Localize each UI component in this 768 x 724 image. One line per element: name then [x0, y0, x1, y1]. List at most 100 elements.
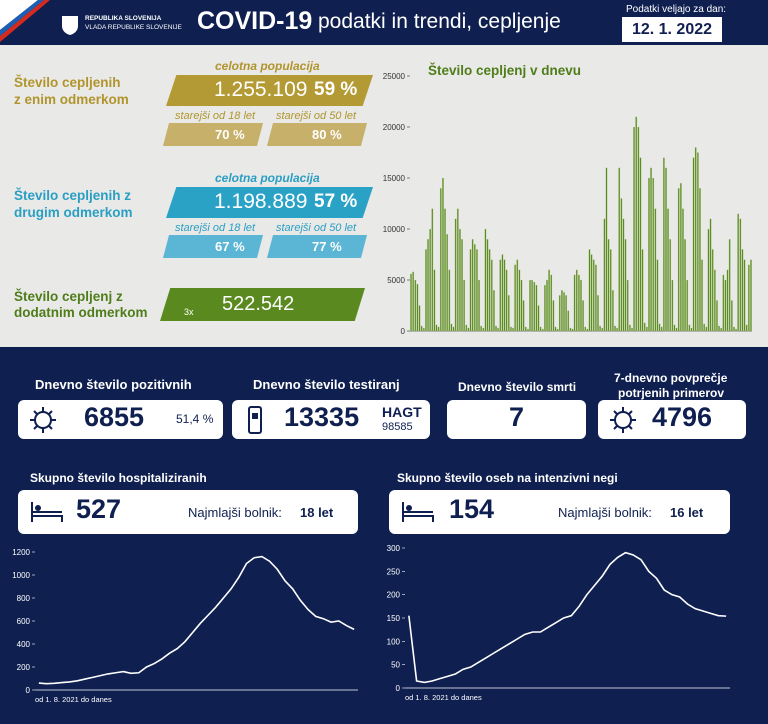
value: 4796: [652, 402, 713, 432]
bar: [418, 305, 421, 332]
bar: [641, 249, 644, 332]
bar: [467, 327, 470, 332]
bar: [737, 213, 740, 332]
bar: [543, 284, 546, 332]
daily-vaccination-chart: Število cepljenj v dnevu 0 5000 10000 15000…: [383, 63, 752, 336]
bar: [565, 295, 568, 332]
value: 13335: [284, 402, 360, 432]
bar: [645, 326, 648, 332]
age-label: starejši od 50 let: [276, 110, 357, 122]
hagt-label: HAGT: [382, 404, 422, 420]
bar: [609, 249, 612, 332]
bar: [705, 326, 708, 332]
bar: [628, 324, 631, 332]
bar: [552, 300, 555, 332]
bar: [465, 324, 468, 332]
share: 57 %: [314, 191, 358, 212]
bar: [648, 177, 650, 332]
label: Število cepljenih: [14, 75, 121, 90]
bar: [571, 328, 574, 332]
count: 1.255.109: [214, 78, 308, 101]
bar: [558, 295, 561, 332]
bar: [435, 324, 438, 332]
bar: [633, 126, 635, 332]
y-tick-label: 10000: [383, 225, 406, 234]
bar: [594, 264, 597, 332]
bar: [459, 228, 461, 332]
bar: [703, 323, 706, 332]
y-tick-label: 200: [387, 591, 401, 600]
bar: [692, 157, 695, 332]
bar: [671, 279, 674, 332]
bar: [520, 279, 523, 332]
bar: [499, 259, 502, 332]
bar: [461, 239, 463, 332]
org-line: REPUBLIKA SLOVENIJA: [85, 15, 162, 22]
bed-icon: [402, 502, 434, 522]
bar: [743, 259, 746, 332]
bar: [486, 239, 489, 332]
bar: [716, 300, 718, 332]
bar: [569, 327, 572, 332]
section-title: Skupno število hospitaliziranih: [30, 471, 207, 485]
bar: [730, 300, 733, 332]
bar: [635, 116, 638, 332]
bar: [696, 152, 699, 332]
y-tick-label: 1200: [12, 548, 30, 557]
stat-label: Dnevno število smrti: [458, 380, 577, 394]
bar: [546, 279, 548, 332]
bar: [656, 259, 659, 332]
value: 6855: [84, 402, 145, 432]
y-tick-label: 25000: [383, 72, 406, 81]
bar: [637, 126, 640, 332]
bar: [448, 269, 451, 332]
bar: [452, 326, 455, 332]
y-tick-label: 100: [387, 637, 401, 646]
bar: [446, 233, 449, 332]
org-line: VLADA REPUBLIKE SLOVENIJE: [85, 24, 182, 31]
bar: [473, 244, 476, 332]
bar: [688, 324, 691, 332]
y-tick-label: 15000: [383, 174, 406, 183]
bar: [582, 300, 585, 332]
y-tick-label: 300: [387, 544, 401, 553]
bar: [429, 228, 432, 332]
bar: [677, 188, 680, 332]
bar: [713, 269, 716, 332]
bar: [478, 279, 480, 332]
bar: [667, 208, 669, 332]
hospital-card: 527 Najmlajši bolnik: 18 let: [18, 490, 358, 534]
bar: [665, 167, 667, 332]
bar: [541, 328, 544, 332]
bar: [586, 328, 589, 332]
age-label: starejši od 50 let: [276, 222, 357, 234]
bar: [724, 279, 727, 332]
bar: [660, 326, 663, 332]
coat-of-arms: [62, 16, 78, 35]
bar: [675, 327, 678, 332]
bar: [537, 305, 540, 332]
bar: [439, 188, 442, 332]
bar: [518, 269, 521, 332]
bar: [735, 328, 737, 332]
share: 70 %: [215, 127, 245, 142]
label: drugim odmerkom: [14, 205, 133, 220]
bar: [482, 327, 485, 332]
stat-label: potrjenih primerov: [618, 386, 725, 400]
bar: [414, 279, 417, 332]
bar: [495, 325, 497, 332]
stat-card: 7: [447, 400, 586, 439]
bar: [726, 269, 729, 332]
bar: [577, 274, 580, 332]
population-label: celotna populacija: [215, 171, 320, 185]
share: 80 %: [312, 127, 342, 142]
share: 51,4 %: [176, 412, 214, 426]
bar: [550, 274, 553, 332]
bar: [531, 279, 534, 332]
y-tick-label: 0: [396, 684, 401, 693]
bar: [567, 310, 570, 332]
bar: [554, 326, 557, 332]
bar: [427, 239, 429, 332]
badge: 1.255.109 59 %: [166, 75, 373, 106]
bar: [410, 273, 412, 332]
